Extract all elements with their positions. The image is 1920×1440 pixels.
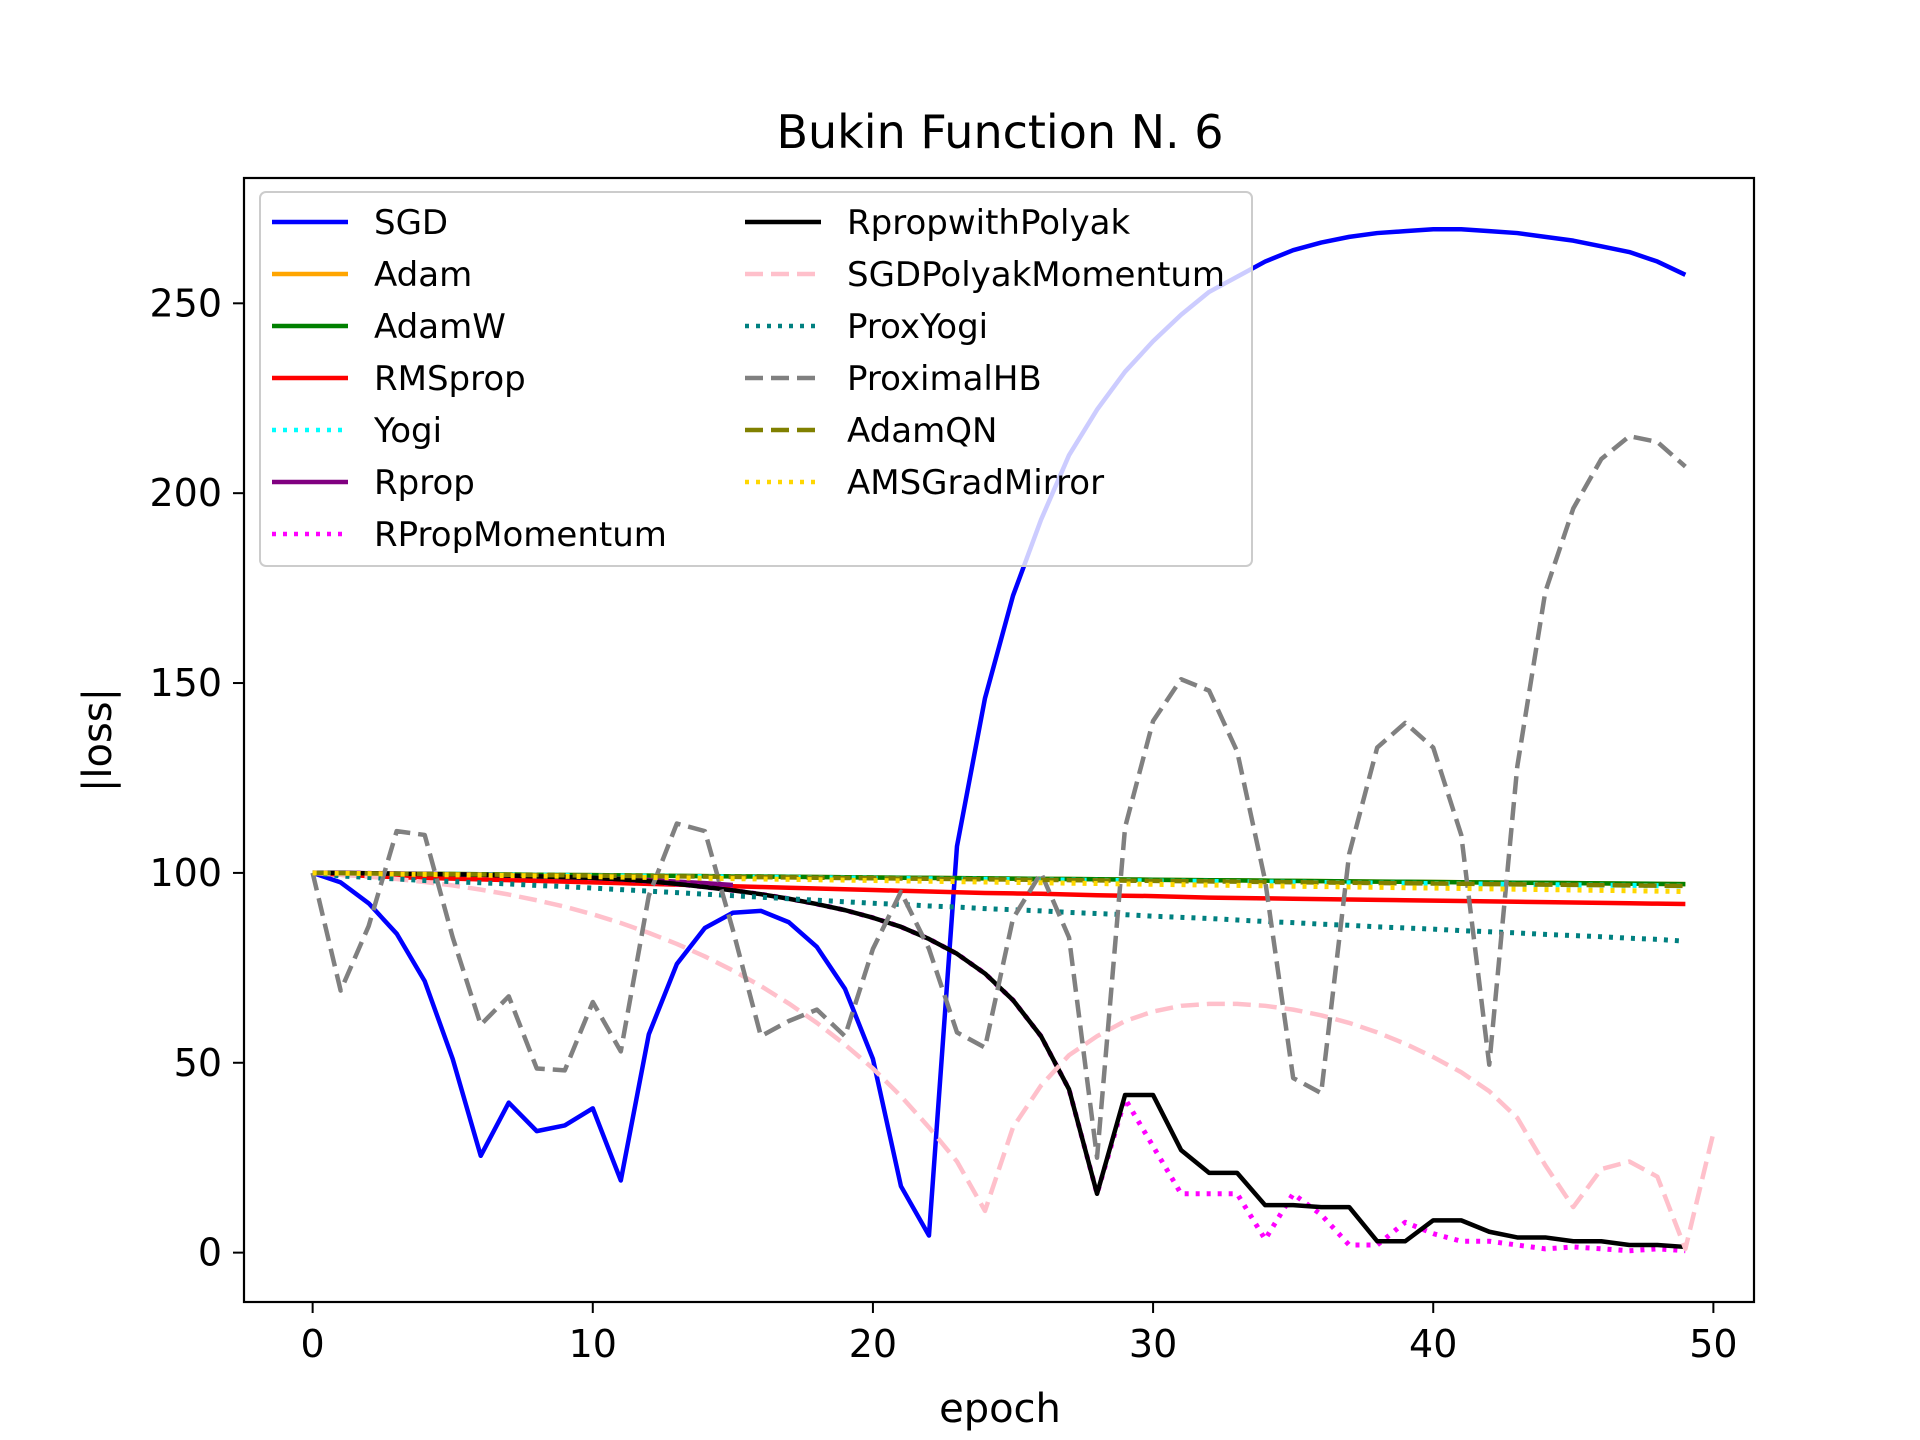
y-tick-label: 200 bbox=[149, 471, 222, 515]
x-axis: 0 10 20 30 40 50 bbox=[301, 1302, 1738, 1366]
series-adamqn bbox=[312, 870, 1686, 889]
x-tick-label: 40 bbox=[1409, 1322, 1457, 1366]
series-sgdpolyakmomentum bbox=[312, 870, 1716, 1252]
series-rmsprop bbox=[312, 870, 1686, 907]
series-rpropmomentum bbox=[312, 870, 1686, 1254]
legend-label-adamw: AdamW bbox=[374, 307, 506, 347]
legend-label-rpropwithpolyak: RpropwithPolyak bbox=[847, 203, 1130, 243]
series-proxyogi bbox=[312, 870, 1686, 944]
y-axis: 0 50 100 150 200 250 bbox=[149, 281, 244, 1275]
legend-label-rpropmomentum: RPropMomentum bbox=[374, 515, 667, 555]
legend-label-rmsprop: RMSprop bbox=[374, 359, 526, 399]
legend-label-proximalhb: ProximalHB bbox=[847, 359, 1042, 399]
plot-frame bbox=[242, 176, 1756, 1304]
series-amsgradmirror bbox=[312, 870, 1686, 895]
legend-label-sgd: SGD bbox=[374, 203, 448, 243]
legend-label-adamqn: AdamQN bbox=[847, 411, 997, 451]
legend-label-amsgradmirror: AMSGradMirror bbox=[847, 463, 1104, 503]
chart-title: Bukin Function N. 6 bbox=[776, 105, 1223, 159]
x-tick-label: 50 bbox=[1689, 1322, 1737, 1366]
x-axis-label: epoch bbox=[939, 1386, 1061, 1432]
y-tick-label: 250 bbox=[149, 281, 222, 325]
series-proximalhb bbox=[310, 433, 1687, 1160]
y-tick-label: 150 bbox=[149, 661, 222, 705]
y-axis-label: |loss| bbox=[75, 688, 121, 792]
x-tick-label: 0 bbox=[301, 1322, 325, 1366]
series-layer bbox=[310, 227, 1716, 1254]
y-tick-label: 100 bbox=[149, 851, 222, 895]
legend-label-proxyogi: ProxYogi bbox=[847, 307, 988, 347]
legend-label-adam: Adam bbox=[374, 255, 472, 295]
series-sgd bbox=[311, 227, 1687, 1238]
legend-label-rprop: Rprop bbox=[374, 463, 475, 503]
y-tick-label: 0 bbox=[198, 1231, 222, 1275]
y-tick-label: 50 bbox=[174, 1041, 222, 1085]
legend-label-yogi: Yogi bbox=[373, 411, 442, 451]
x-tick-label: 30 bbox=[1129, 1322, 1177, 1366]
legend: SGD Adam AdamW RMSprop Yogi Rprop RPropMomentu… bbox=[259, 191, 1253, 567]
x-tick-label: 20 bbox=[849, 1322, 897, 1366]
x-tick-label: 10 bbox=[569, 1322, 617, 1366]
legend-label-sgdpolyakmomentum: SGDPolyakMomentum bbox=[847, 255, 1225, 295]
